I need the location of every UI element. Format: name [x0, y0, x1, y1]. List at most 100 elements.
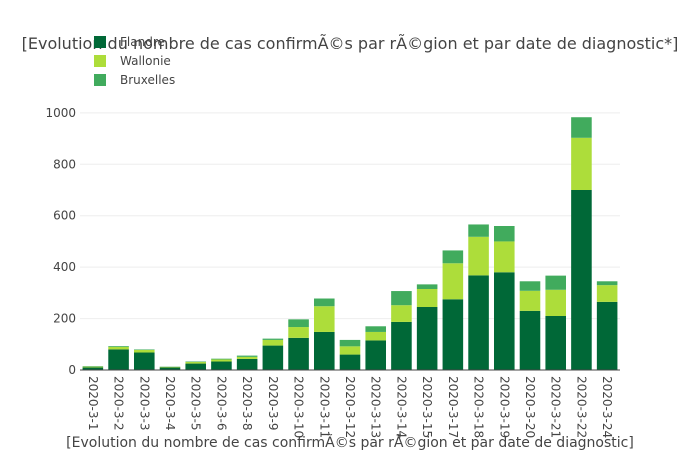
bar-segment-flandre[interactable]	[159, 367, 181, 370]
bar-segment-wallonie[interactable]	[468, 236, 489, 276]
axes: 0 200 400 600 800 1000 2020-3-1 2020-3-2 2020-3-…	[45, 106, 620, 438]
bar-segment-flandre[interactable]	[545, 316, 566, 370]
bar-segment-wallonie[interactable]	[134, 349, 155, 353]
legend-label: Wallonie	[120, 54, 171, 68]
x-tick-label: 2020-3-18	[472, 376, 486, 438]
bars	[82, 117, 618, 370]
x-tick-label: 2020-3-4	[163, 376, 177, 430]
bar-segment-wallonie[interactable]	[159, 366, 181, 368]
bar-segment-flandre[interactable]	[365, 340, 386, 370]
bar-segment-wallonie[interactable]	[442, 263, 464, 300]
x-tick-label: 2020-3-3	[137, 376, 151, 430]
x-tick-label: 2020-3-11	[317, 376, 331, 438]
bar-segment-bruxelles[interactable]	[494, 226, 515, 242]
x-tick-label: 2020-3-10	[292, 376, 306, 438]
legend[interactable]: Flandre Wallonie Bruxelles	[94, 35, 175, 87]
bar-segment-flandre[interactable]	[236, 358, 258, 370]
bar-segment-bruxelles[interactable]	[288, 319, 309, 328]
bar-segment-wallonie[interactable]	[211, 359, 232, 362]
bar-segment-wallonie[interactable]	[288, 327, 309, 338]
x-tick-label: 2020-3-19	[497, 376, 511, 438]
bar-segment-flandre[interactable]	[185, 363, 206, 370]
bar-segment-bruxelles[interactable]	[365, 326, 386, 332]
x-axis-title: [Evolution du nombre de cas confirmÃ©s p…	[66, 434, 634, 450]
bar-segment-flandre[interactable]	[391, 321, 412, 370]
legend-label: Flandre	[120, 35, 165, 49]
legend-label: Bruxelles	[120, 73, 175, 87]
legend-swatch	[94, 55, 106, 67]
bar-segment-bruxelles[interactable]	[391, 291, 412, 306]
x-tick-label: 2020-3-20	[523, 376, 537, 438]
x-tick-label: 2020-3-15	[420, 376, 434, 438]
bar-segment-wallonie[interactable]	[236, 356, 258, 359]
x-tick-label: 2020-3-13	[369, 376, 383, 438]
bar-segment-bruxelles[interactable]	[236, 355, 258, 357]
y-tick-label: 400	[53, 260, 76, 274]
chart-title: [Evolution du nombre de cas confirmÃ©s p…	[22, 34, 679, 53]
x-tick-label: 2020-3-6	[214, 376, 228, 430]
y-tick-label: 0	[68, 363, 76, 377]
bar-segment-bruxelles[interactable]	[339, 339, 361, 347]
bar-segment-bruxelles[interactable]	[82, 366, 104, 367]
bar-segment-flandre[interactable]	[339, 354, 361, 370]
bar-segment-flandre[interactable]	[314, 331, 335, 370]
bar-segment-flandre[interactable]	[288, 337, 309, 370]
bar-segment-flandre[interactable]	[262, 345, 284, 370]
bar-segment-flandre[interactable]	[211, 361, 232, 370]
x-tick-label: 2020-3-8	[240, 376, 254, 430]
legend-swatch	[94, 74, 106, 86]
x-tick-label: 2020-3-9	[266, 376, 280, 430]
bar-segment-bruxelles[interactable]	[442, 250, 464, 264]
bar-segment-flandre[interactable]	[468, 275, 489, 370]
bar-segment-flandre[interactable]	[596, 301, 618, 370]
y-tick-label: 1000	[45, 106, 76, 120]
bar-segment-bruxelles[interactable]	[134, 349, 155, 350]
legend-item-bruxelles[interactable]: Bruxelles	[94, 73, 175, 87]
bar-segment-flandre[interactable]	[571, 190, 592, 370]
bar-segment-wallonie[interactable]	[185, 362, 206, 364]
bar-segment-wallonie[interactable]	[519, 290, 541, 311]
x-tick-label: 2020-3-2	[112, 376, 126, 430]
bar-segment-bruxelles[interactable]	[545, 275, 566, 290]
bar-segment-wallonie[interactable]	[596, 285, 618, 302]
bar-segment-wallonie[interactable]	[545, 289, 566, 316]
bar-segment-flandre[interactable]	[82, 367, 104, 370]
bar-segment-bruxelles[interactable]	[519, 281, 541, 291]
bar-segment-wallonie[interactable]	[365, 331, 386, 341]
y-tick-label: 800	[53, 157, 76, 171]
y-tick-label: 200	[53, 312, 76, 326]
legend-item-flandre[interactable]: Flandre	[94, 35, 165, 49]
bar-segment-wallonie[interactable]	[82, 366, 104, 368]
bar-segment-wallonie[interactable]	[108, 346, 129, 350]
bar-segment-wallonie[interactable]	[571, 137, 592, 190]
x-tick-label: 2020-3-24	[600, 376, 614, 438]
y-tick-label: 600	[53, 209, 76, 223]
bar-segment-bruxelles[interactable]	[416, 284, 438, 289]
bar-segment-bruxelles[interactable]	[314, 298, 335, 307]
bar-segment-wallonie[interactable]	[262, 339, 284, 346]
legend-swatch	[94, 36, 106, 48]
bar-segment-bruxelles[interactable]	[596, 281, 618, 286]
bar-segment-flandre[interactable]	[416, 307, 438, 370]
bar-segment-wallonie[interactable]	[416, 289, 438, 307]
bar-segment-bruxelles[interactable]	[468, 224, 489, 237]
bar-segment-flandre[interactable]	[494, 272, 515, 370]
bar-segment-wallonie[interactable]	[339, 346, 361, 355]
bar-segment-flandre[interactable]	[108, 349, 129, 370]
bar-segment-wallonie[interactable]	[391, 305, 412, 322]
bar-segment-bruxelles[interactable]	[108, 346, 129, 347]
legend-item-wallonie[interactable]: Wallonie	[94, 54, 171, 68]
bar-segment-bruxelles[interactable]	[262, 338, 284, 340]
bar-segment-flandre[interactable]	[134, 352, 155, 370]
bar-segment-wallonie[interactable]	[314, 306, 335, 332]
x-tick-label: 2020-3-14	[394, 376, 408, 438]
bar-segment-flandre[interactable]	[442, 299, 464, 370]
x-tick-label: 2020-3-5	[189, 376, 203, 430]
bar-segment-wallonie[interactable]	[494, 241, 515, 273]
bar-segment-flandre[interactable]	[519, 310, 541, 370]
bar-segment-bruxelles[interactable]	[571, 117, 592, 138]
bar-segment-bruxelles[interactable]	[211, 358, 232, 360]
bar-segment-bruxelles[interactable]	[185, 361, 206, 363]
x-tick-label: 2020-3-17	[446, 376, 460, 438]
